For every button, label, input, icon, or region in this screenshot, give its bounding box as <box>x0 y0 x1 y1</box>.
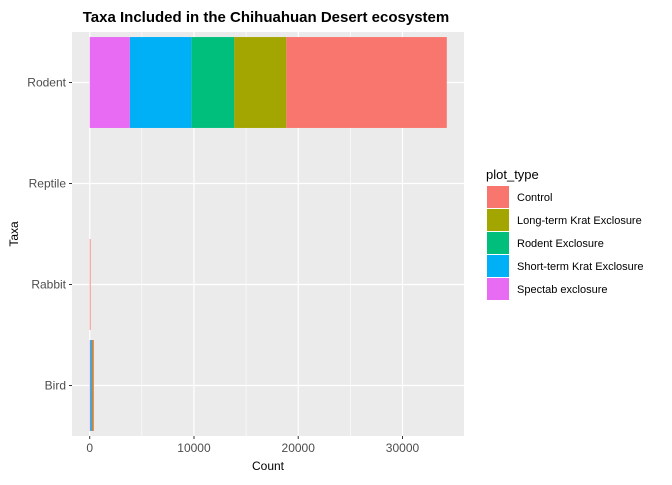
legend-label: Spectab exclosure <box>517 284 608 296</box>
bar-bird-long-term-krat-exclosure <box>91 340 93 431</box>
y-tick-label: Reptile <box>29 177 67 191</box>
bar-bird-spectab-exclosure <box>89 340 91 431</box>
y-axis-title: Taxa <box>7 221 21 247</box>
legend-key-control <box>487 186 509 208</box>
y-tick-label: Rodent <box>27 76 66 90</box>
bar-bird-control <box>92 340 94 431</box>
x-tick-label: 10000 <box>177 441 211 455</box>
x-tick-label: 0 <box>86 441 93 455</box>
y-axis-ticks: Bird Rabbit Reptile Rodent <box>27 76 72 393</box>
y-tick-label: Rabbit <box>31 278 66 292</box>
legend-label: Rodent Exclosure <box>517 238 604 250</box>
bar-rodent-spectab-exclosure <box>89 37 130 128</box>
legend-key-spectab-exclosure <box>487 278 509 300</box>
legend-key-rodent-exclosure <box>487 232 509 254</box>
legend-label: Short-term Krat Exclosure <box>517 261 644 273</box>
bar-rodent-control <box>286 37 447 128</box>
bar-rabbit-control <box>89 239 91 330</box>
bar-bird-short-term-krat-exclosure <box>90 340 92 431</box>
x-tick-label: 20000 <box>282 441 316 455</box>
legend-key-short-term-krat-exclosure <box>487 255 509 277</box>
bar-rodent-long-term-krat-exclosure <box>234 37 287 128</box>
bar-bird-rodent-exclosure <box>91 340 93 431</box>
legend-label: Long-term Krat Exclosure <box>517 215 642 227</box>
chart-title: Taxa Included in the Chihuahuan Desert e… <box>83 9 449 26</box>
y-tick-label: Bird <box>45 379 66 393</box>
legend: plot_type Control Long-term Krat Exclosur… <box>486 167 644 300</box>
bar-rodent-short-term-krat-exclosure <box>129 37 192 128</box>
x-axis-title: Count <box>252 459 285 473</box>
bars <box>89 37 447 431</box>
legend-label: Control <box>517 192 552 204</box>
bar-rodent-rodent-exclosure <box>191 37 235 128</box>
x-tick-label: 30000 <box>386 441 420 455</box>
x-axis-ticks: 0 10000 20000 30000 <box>86 436 419 455</box>
legend-title: plot_type <box>486 167 539 182</box>
legend-key-long-term-krat-exclosure <box>487 209 509 231</box>
legend-items: Control Long-term Krat Exclosure Rodent Ex… <box>487 186 644 300</box>
